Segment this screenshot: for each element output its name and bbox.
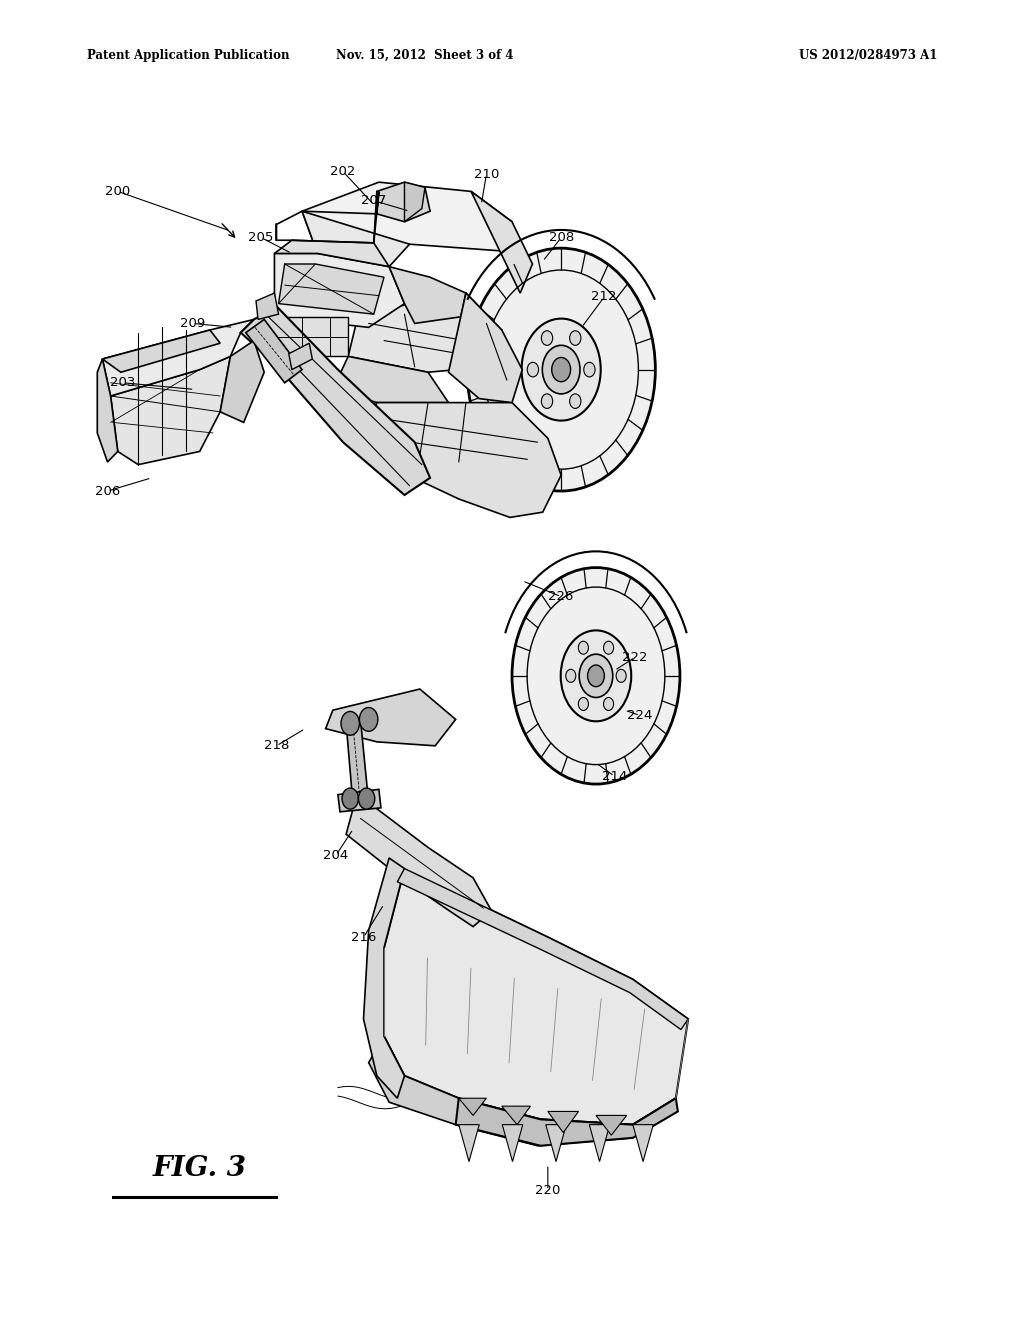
Circle shape: [588, 665, 604, 686]
Polygon shape: [102, 319, 254, 396]
Text: 214: 214: [602, 770, 627, 783]
Polygon shape: [358, 403, 561, 517]
Circle shape: [542, 331, 553, 346]
Circle shape: [603, 697, 613, 710]
Polygon shape: [274, 317, 348, 356]
Circle shape: [342, 788, 358, 809]
Text: 226: 226: [549, 590, 573, 603]
Polygon shape: [246, 319, 302, 383]
Polygon shape: [548, 1111, 579, 1133]
Polygon shape: [274, 240, 389, 267]
Polygon shape: [102, 330, 220, 372]
Circle shape: [579, 642, 589, 655]
Text: 222: 222: [623, 651, 647, 664]
Text: 216: 216: [351, 931, 376, 944]
Circle shape: [552, 358, 570, 381]
Text: 204: 204: [324, 849, 348, 862]
Polygon shape: [256, 293, 279, 319]
Circle shape: [569, 331, 581, 346]
Polygon shape: [333, 356, 449, 403]
Polygon shape: [459, 1098, 486, 1115]
Circle shape: [467, 248, 655, 491]
Circle shape: [569, 393, 581, 408]
Text: 209: 209: [180, 317, 205, 330]
Circle shape: [584, 362, 595, 378]
Polygon shape: [397, 869, 688, 1030]
Text: 218: 218: [264, 739, 289, 752]
Polygon shape: [546, 1125, 566, 1162]
Circle shape: [616, 669, 627, 682]
Text: 203: 203: [111, 376, 135, 389]
Polygon shape: [633, 1125, 653, 1162]
Polygon shape: [471, 191, 532, 293]
Polygon shape: [346, 719, 369, 808]
Circle shape: [543, 346, 580, 393]
Text: 212: 212: [592, 290, 616, 304]
Text: US 2012/0284973 A1: US 2012/0284973 A1: [799, 49, 937, 62]
Text: 210: 210: [474, 168, 499, 181]
Text: 207: 207: [361, 194, 386, 207]
Circle shape: [580, 655, 612, 697]
Circle shape: [561, 631, 631, 721]
Polygon shape: [456, 1098, 678, 1146]
Polygon shape: [338, 789, 381, 812]
Circle shape: [341, 711, 359, 735]
Circle shape: [521, 318, 601, 421]
Circle shape: [358, 788, 375, 809]
Polygon shape: [274, 253, 404, 327]
Polygon shape: [449, 293, 522, 403]
Circle shape: [512, 568, 680, 784]
Polygon shape: [364, 858, 404, 1098]
Text: 224: 224: [628, 709, 652, 722]
Polygon shape: [102, 356, 230, 465]
Text: 208: 208: [549, 231, 573, 244]
Polygon shape: [97, 359, 118, 462]
Circle shape: [359, 708, 378, 731]
Polygon shape: [596, 1115, 627, 1135]
Polygon shape: [377, 182, 430, 222]
Text: 205: 205: [249, 231, 273, 244]
Circle shape: [527, 362, 539, 378]
Polygon shape: [404, 182, 425, 222]
Polygon shape: [348, 293, 502, 372]
Text: Patent Application Publication: Patent Application Publication: [87, 49, 290, 62]
Circle shape: [542, 393, 553, 408]
Polygon shape: [389, 267, 466, 323]
Polygon shape: [384, 869, 688, 1125]
Polygon shape: [279, 264, 384, 314]
Polygon shape: [369, 1036, 676, 1146]
Text: 206: 206: [95, 484, 120, 498]
Polygon shape: [220, 341, 264, 422]
Polygon shape: [459, 1125, 479, 1162]
Polygon shape: [241, 306, 430, 495]
Polygon shape: [302, 211, 410, 267]
Circle shape: [579, 697, 589, 710]
Text: FIG. 3: FIG. 3: [153, 1155, 247, 1181]
Polygon shape: [502, 1106, 530, 1125]
Text: Nov. 15, 2012  Sheet 3 of 4: Nov. 15, 2012 Sheet 3 of 4: [336, 49, 514, 62]
Polygon shape: [289, 343, 312, 370]
Polygon shape: [302, 182, 512, 253]
Text: 220: 220: [536, 1184, 560, 1197]
Polygon shape: [326, 689, 456, 746]
Polygon shape: [502, 1125, 522, 1162]
Circle shape: [603, 642, 613, 655]
Text: 200: 200: [105, 185, 130, 198]
Text: 202: 202: [331, 165, 355, 178]
Polygon shape: [346, 803, 492, 927]
Circle shape: [565, 669, 575, 682]
Polygon shape: [590, 1125, 610, 1162]
